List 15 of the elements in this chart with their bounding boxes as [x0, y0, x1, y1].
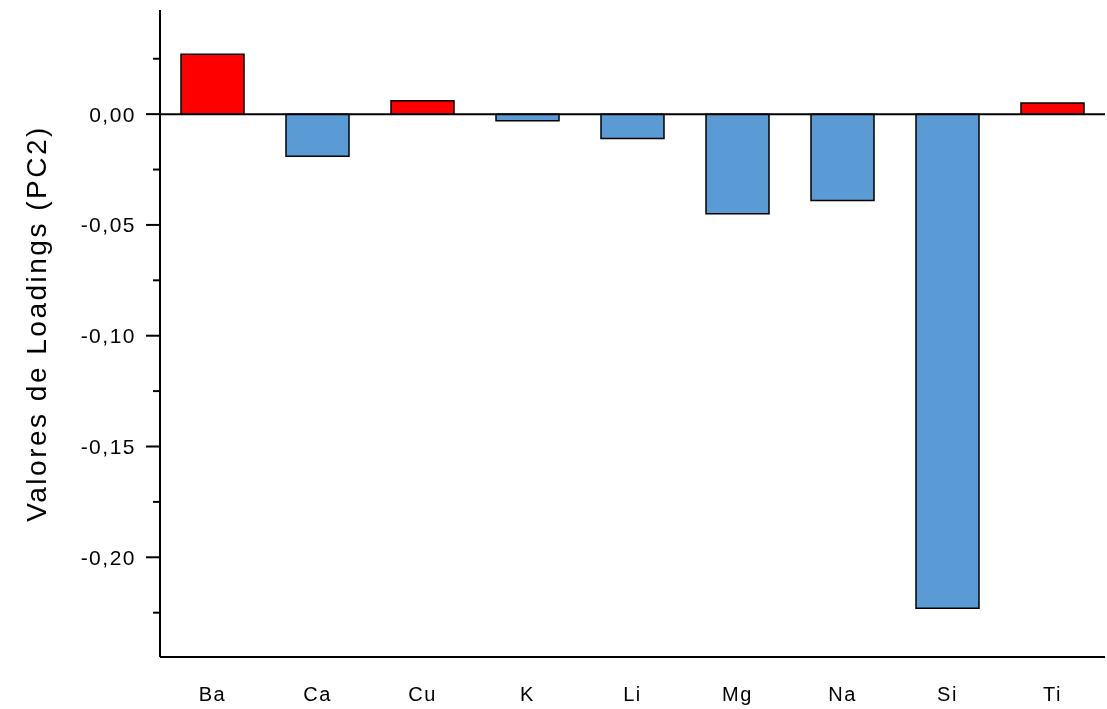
x-tick-label: Li	[623, 683, 642, 705]
y-tick-label: -0,10	[80, 324, 136, 348]
x-tick-label: Mg	[722, 683, 753, 705]
x-tick-label: Si	[937, 683, 958, 705]
x-tick-label: Na	[828, 683, 857, 705]
x-tick-label: Ti	[1043, 683, 1062, 705]
x-tick-label: Ba	[198, 683, 227, 705]
y-tick-label: -0,15	[80, 435, 136, 458]
x-tick-label: Cu	[408, 683, 437, 705]
y-tick-label: -0,20	[80, 545, 136, 569]
y-axis-title: Valores de Loadings (PC2)	[20, 125, 52, 522]
y-tick-label: -0,05	[80, 213, 136, 237]
x-tick-label: K	[520, 683, 535, 705]
x-tick-label: Ca	[303, 683, 332, 705]
y-tick-label: 0,00	[89, 102, 136, 126]
